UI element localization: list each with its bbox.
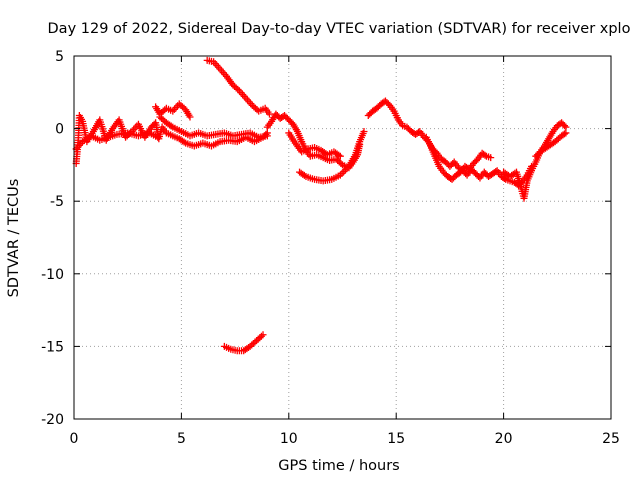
data-segment: [285, 129, 344, 160]
x-tick-label: 10: [280, 431, 298, 447]
y-tick-label: -10: [41, 267, 64, 283]
y-tick-label: 5: [55, 49, 64, 65]
data-point: [481, 151, 489, 159]
data-point: [335, 151, 343, 159]
y-tick-label: -15: [41, 339, 64, 355]
data-point: [180, 138, 188, 146]
data-point: [154, 133, 162, 141]
data-segment: [203, 56, 273, 118]
data-point: [265, 110, 273, 118]
data-points: [72, 56, 570, 355]
axis-ticks: 0 5 10 15 20 25 -20 -15 -10 -5 0 5: [41, 49, 620, 447]
data-segment: [220, 331, 267, 355]
x-axis-label: GPS time / hours: [278, 458, 399, 474]
x-tick-label: 20: [495, 431, 513, 447]
data-point: [336, 152, 344, 160]
data-segment: [156, 113, 271, 141]
data-point: [487, 154, 495, 162]
data-point: [500, 174, 508, 182]
x-tick-label: 0: [70, 431, 79, 447]
x-tick-label: 15: [387, 431, 405, 447]
data-point: [360, 128, 368, 136]
data-point: [186, 113, 194, 121]
x-tick-label: 25: [602, 431, 620, 447]
data-point: [167, 122, 175, 130]
data-point: [337, 159, 345, 167]
x-tick-label: 5: [177, 431, 186, 447]
data-point: [234, 85, 242, 93]
chart-title: Day 129 of 2022, Sidereal Day-to-day VTE…: [48, 21, 631, 37]
plot-frame: [73, 55, 612, 420]
data-point: [560, 122, 568, 130]
data-segment: [532, 129, 570, 160]
y-tick-label: -20: [41, 412, 64, 428]
data-segment: [72, 129, 162, 153]
data-segment: [422, 133, 495, 183]
y-axis-label: SDTVAR / TECUs: [6, 179, 22, 298]
data-point: [259, 331, 267, 339]
data-segment: [152, 100, 194, 121]
data-point: [562, 129, 570, 137]
data-point: [257, 332, 265, 340]
y-tick-label: 0: [55, 122, 64, 138]
data-point: [263, 132, 271, 140]
data-segment: [296, 128, 368, 185]
y-tick-label: -5: [50, 194, 64, 210]
data-point: [300, 171, 308, 179]
data-point: [560, 130, 568, 138]
